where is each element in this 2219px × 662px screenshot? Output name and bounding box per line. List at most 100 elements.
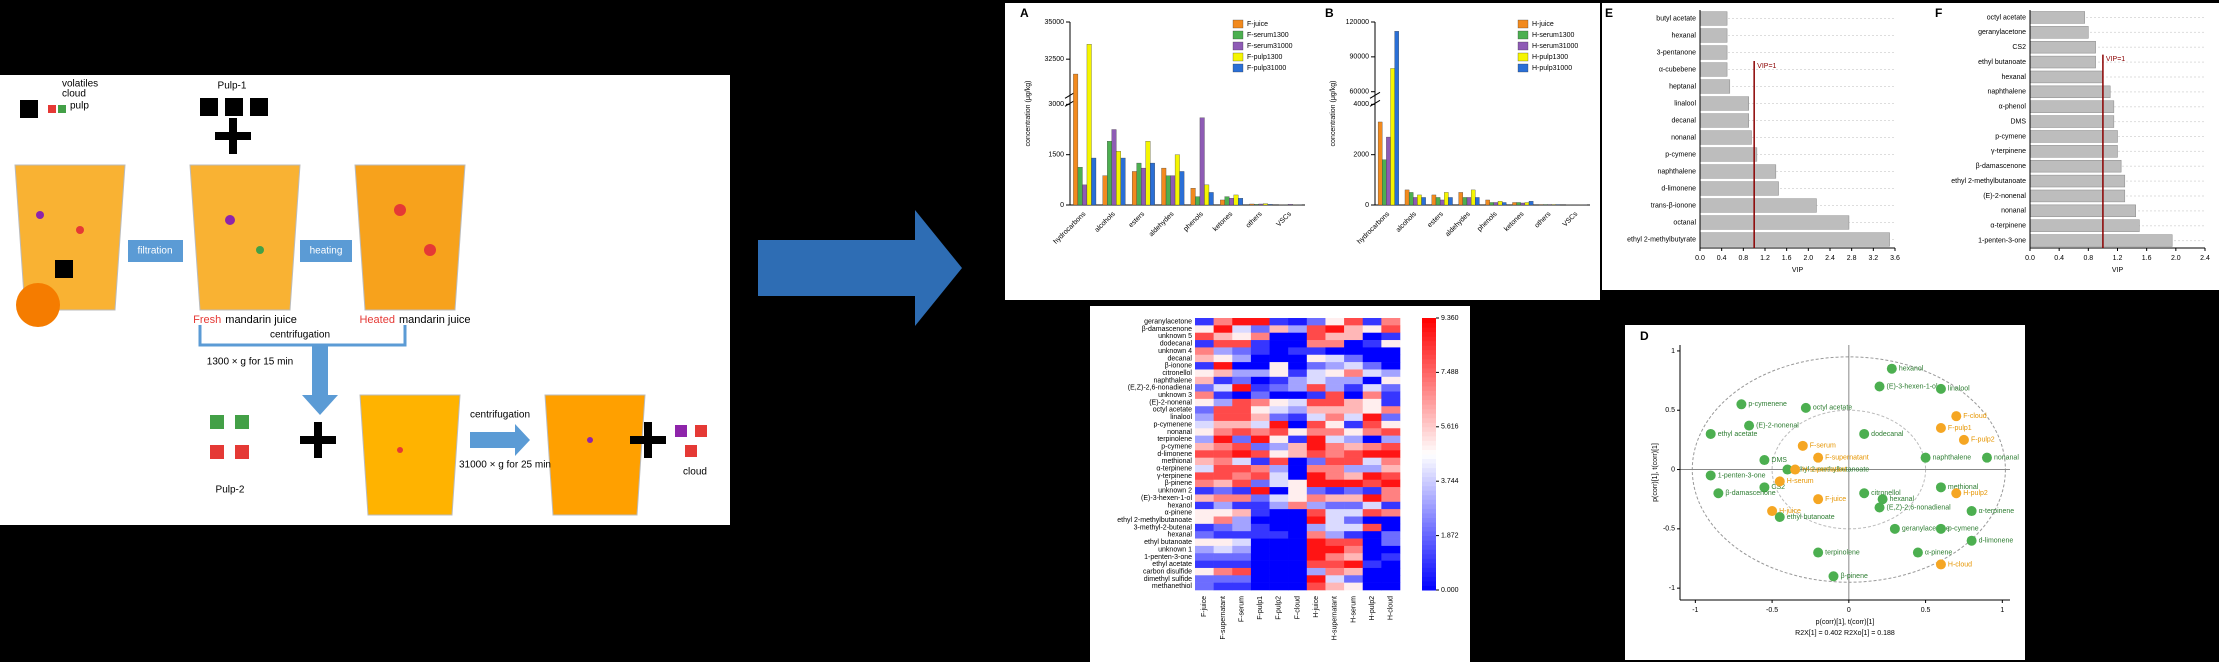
heat-cell bbox=[1344, 465, 1364, 473]
heat-cell bbox=[1344, 516, 1364, 525]
row-label: geranylacetone bbox=[1144, 319, 1192, 326]
point-label: F-supernatant bbox=[1825, 455, 1869, 462]
bar bbox=[1408, 192, 1414, 206]
heat-cell bbox=[1288, 479, 1308, 488]
bar bbox=[2029, 115, 2115, 128]
x-tick-label: -0.5 bbox=[1766, 607, 1778, 614]
heat-cell bbox=[1362, 479, 1382, 488]
plus bbox=[229, 118, 237, 154]
heat-cell bbox=[1344, 479, 1364, 488]
category-label: decanal bbox=[1671, 117, 1696, 124]
heating-label: heating bbox=[310, 246, 343, 257]
colorbar-step bbox=[1422, 481, 1436, 487]
heat-cell bbox=[1213, 487, 1233, 495]
heat-cell bbox=[1288, 501, 1308, 510]
heat-cell bbox=[1232, 442, 1252, 451]
heat-cell bbox=[1381, 362, 1401, 370]
heat-cell bbox=[1344, 538, 1364, 547]
heat-cell bbox=[1344, 560, 1364, 569]
heat-cell bbox=[1213, 553, 1233, 561]
colorbar-label: 1.872 bbox=[1441, 532, 1459, 539]
x-tick-label: 0.0 bbox=[2025, 255, 2035, 262]
panel-label: D bbox=[1640, 329, 1649, 343]
panel-label: F bbox=[1935, 6, 1942, 20]
heat-cell bbox=[1232, 406, 1252, 414]
bar bbox=[1199, 117, 1205, 206]
heat-cell bbox=[1362, 354, 1382, 363]
heat-cell bbox=[1232, 347, 1252, 356]
point bbox=[1713, 488, 1724, 499]
vip-panel bbox=[1602, 3, 2219, 290]
bar bbox=[1439, 199, 1445, 206]
bar bbox=[1699, 96, 1749, 111]
heat-cell bbox=[1195, 545, 1214, 554]
heat-cell bbox=[1362, 428, 1382, 436]
heat-cell bbox=[1269, 509, 1289, 517]
bar bbox=[1699, 181, 1779, 196]
heat-cell bbox=[1344, 362, 1364, 370]
heat-cell bbox=[1362, 391, 1382, 400]
heat-cell bbox=[1325, 406, 1345, 414]
heat-cell bbox=[1213, 362, 1233, 370]
colorbar-step bbox=[1422, 531, 1436, 537]
bar bbox=[2029, 70, 2104, 84]
bar bbox=[1555, 204, 1561, 206]
heat-cell bbox=[1325, 582, 1345, 591]
bar bbox=[1699, 147, 1758, 162]
heat-cell bbox=[1381, 347, 1401, 356]
colorbar-step bbox=[1422, 431, 1436, 437]
heat-cell bbox=[1269, 487, 1289, 495]
heat-cell bbox=[1195, 362, 1214, 370]
category-label: p-cymene bbox=[1995, 133, 2026, 140]
row-label: p-cymenene bbox=[1153, 421, 1192, 428]
category-label: octyl acetate bbox=[1987, 14, 2026, 21]
heat-cell bbox=[1269, 340, 1289, 348]
heat-cell bbox=[1213, 332, 1233, 341]
row-label: ethyl acetate bbox=[1152, 561, 1192, 568]
heat-cell bbox=[1362, 376, 1382, 385]
bar bbox=[1233, 194, 1239, 206]
cloud-icon bbox=[685, 445, 697, 457]
heat-cell bbox=[1269, 501, 1289, 510]
heat-cell bbox=[1306, 538, 1326, 547]
column-label: F-serum bbox=[1238, 596, 1245, 622]
bar bbox=[2029, 55, 2096, 69]
bar bbox=[1699, 79, 1731, 94]
heat-cell bbox=[1232, 582, 1252, 591]
heat-cell bbox=[1306, 442, 1326, 451]
colorbar-step bbox=[1422, 372, 1436, 378]
column-label: H-serum bbox=[1350, 596, 1357, 623]
heat-cell bbox=[1288, 575, 1308, 583]
heat-cell bbox=[1381, 575, 1401, 583]
category-label: ethyl 2-methylbutyrate bbox=[1627, 236, 1696, 243]
heat-cell bbox=[1195, 384, 1214, 392]
x-tick-label: 2.8 bbox=[1847, 255, 1857, 262]
fresh-juice-label: Fresh mandarin juice bbox=[193, 314, 297, 326]
point-label: nonanal bbox=[1994, 455, 2019, 462]
heat-cell bbox=[1362, 553, 1382, 561]
heat-cell bbox=[1288, 545, 1308, 554]
point bbox=[1774, 511, 1785, 522]
heat-cell bbox=[1269, 531, 1289, 539]
bar bbox=[1699, 113, 1749, 128]
heat-cell bbox=[1213, 472, 1233, 481]
bar bbox=[1448, 197, 1453, 206]
pulp-icon bbox=[235, 415, 249, 429]
heat-cell bbox=[1325, 384, 1345, 392]
point-label: F-pulp1 bbox=[1948, 425, 1972, 432]
heat-cell bbox=[1381, 553, 1401, 561]
colorbar-step bbox=[1422, 318, 1436, 324]
heat-cell bbox=[1195, 531, 1214, 539]
row-label: ethyl 2-methylbutanoate bbox=[1117, 517, 1192, 524]
heat-cell bbox=[1232, 428, 1252, 436]
heat-cell bbox=[1250, 362, 1270, 370]
row-label: α-terpinene bbox=[1156, 466, 1192, 473]
colorbar-step bbox=[1422, 571, 1436, 577]
x-tick-label: 0.5 bbox=[1921, 607, 1931, 614]
column-label: F-juice bbox=[1201, 596, 1208, 617]
condition-label: 31000 × g for 25 min bbox=[459, 460, 551, 471]
heat-cell bbox=[1213, 384, 1233, 392]
bar bbox=[1238, 198, 1244, 206]
x-axis-label: p(corr)[1], t(corr)[1] bbox=[1816, 619, 1875, 626]
